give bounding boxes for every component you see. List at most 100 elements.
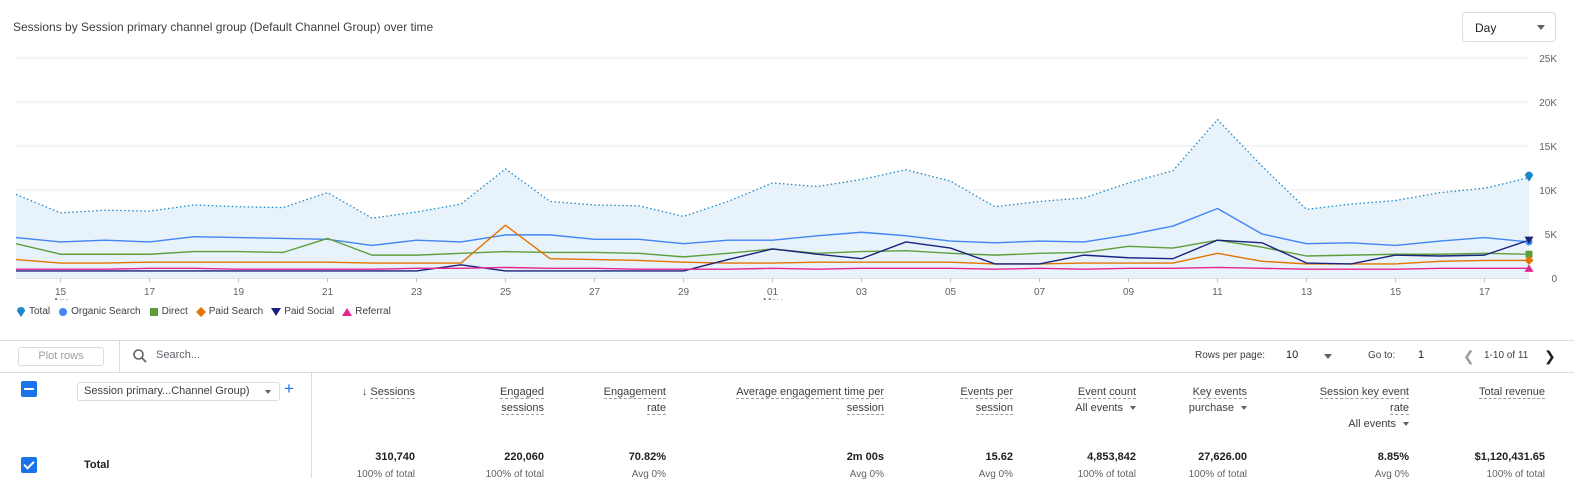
- x-tick-label: 29: [678, 287, 690, 298]
- x-tick-label: 11: [1212, 287, 1223, 298]
- column-header-label: session: [975, 402, 1013, 415]
- sessions-line-chart: 25K20K15K10K5K015Apr1719212325272901May0…: [15, 54, 1558, 300]
- dimension-select[interactable]: Session primary...Channel Group): [77, 382, 280, 401]
- column-header[interactable]: Total revenue: [1478, 384, 1545, 400]
- legend-diamond-icon: [195, 306, 206, 317]
- x-tick-label: 01: [767, 287, 779, 298]
- x-tick-label: 15: [1390, 287, 1402, 298]
- column-filter-select[interactable]: purchase: [1189, 400, 1247, 416]
- total-share: 100% of total: [356, 469, 415, 480]
- total-share: Avg 0%: [1374, 469, 1409, 480]
- x-tick-label: 27: [589, 287, 601, 298]
- y-tick-label: 0: [1551, 274, 1557, 285]
- column-header-label: Sessions: [370, 386, 415, 399]
- search-icon[interactable]: [132, 348, 148, 364]
- chart-legend: Total Organic Search Direct Paid Search Paid…: [16, 306, 391, 317]
- column-header[interactable]: Event count All events: [1075, 384, 1136, 416]
- total-value: 15.62: [985, 451, 1013, 463]
- rows-per-page-label: Rows per page:: [1195, 350, 1266, 361]
- series-end-marker: [1525, 171, 1533, 182]
- chart-title: Sessions by Session primary channel grou…: [13, 20, 434, 34]
- column-header-label: Engaged: [499, 386, 544, 399]
- legend-drop-icon: [17, 306, 25, 317]
- total-cell: 70.82% Avg 0%: [629, 451, 666, 481]
- legend-item[interactable]: Direct: [149, 306, 188, 317]
- column-header-label: session: [846, 402, 884, 415]
- y-tick-label: 5K: [1545, 230, 1558, 241]
- series-end-marker: [1525, 250, 1533, 258]
- x-tick-label: 21: [322, 287, 334, 298]
- column-header[interactable]: Key events purchase: [1189, 384, 1247, 416]
- plot-rows-button[interactable]: Plot rows: [18, 347, 104, 366]
- divider: [119, 340, 120, 372]
- chevron-down-icon: [1241, 406, 1247, 411]
- total-share: Avg 0%: [849, 469, 884, 480]
- x-tick-label: 17: [1479, 287, 1491, 298]
- column-header[interactable]: Session key event rate All events: [1319, 384, 1409, 432]
- chevron-down-icon: [1130, 406, 1136, 411]
- legend-label: Paid Search: [208, 306, 264, 317]
- total-share: 100% of total: [1077, 469, 1136, 480]
- total-cell: 220,060 100% of total: [486, 451, 544, 481]
- search-input[interactable]: Search...: [156, 349, 201, 361]
- total-cell: $1,120,431.65 100% of total: [1475, 451, 1545, 481]
- add-dimension-icon[interactable]: +: [284, 379, 294, 398]
- legend-circle-icon: [59, 307, 68, 316]
- x-tick-label: 07: [1034, 287, 1046, 298]
- series-area-total: [16, 119, 1529, 278]
- legend-item[interactable]: Organic Search: [58, 306, 141, 317]
- series-line-paid-social: [16, 239, 1530, 272]
- legend-label: Referral: [355, 306, 391, 317]
- series-end-marker: [1524, 264, 1534, 272]
- x-tick-label: 25: [500, 287, 512, 298]
- column-filter-label: purchase: [1188, 402, 1234, 414]
- legend-item[interactable]: Paid Search: [195, 306, 264, 317]
- column-filter-select[interactable]: All events: [1075, 400, 1136, 416]
- column-header-label: rate: [1390, 402, 1409, 415]
- series-end-marker: [1524, 236, 1534, 245]
- column-filter-select[interactable]: All events: [1348, 416, 1409, 432]
- column-header[interactable]: ↓ Sessions: [362, 384, 415, 400]
- column-header-label: Average engagement time per: [736, 386, 884, 399]
- column-header[interactable]: Engagement rate: [603, 384, 666, 416]
- column-header-label: Total revenue: [1478, 386, 1545, 399]
- total-share: 100% of total: [485, 469, 544, 480]
- y-tick-label: 25K: [1539, 54, 1557, 65]
- total-value: 2m 00s: [846, 451, 884, 463]
- x-tick-label: 19: [233, 287, 245, 298]
- x-tick-label: 05: [945, 287, 957, 298]
- legend-item[interactable]: Paid Social: [271, 306, 334, 317]
- sort-desc-icon[interactable]: ↓: [361, 386, 368, 398]
- dimension-select-label: Session primary...Channel Group): [84, 385, 250, 397]
- select-all-checkbox[interactable]: [21, 381, 37, 397]
- page-range: 1-10 of 11: [1484, 350, 1529, 361]
- column-header[interactable]: Average engagement time per session: [736, 384, 884, 416]
- rows-per-page-select[interactable]: 10: [1286, 349, 1299, 361]
- column-header[interactable]: Engaged sessions: [499, 384, 544, 416]
- period-select-value: Day: [1475, 21, 1497, 35]
- total-value: 27,626.00: [1198, 451, 1247, 463]
- legend-item[interactable]: Total: [16, 306, 50, 317]
- chevron-down-icon[interactable]: [1324, 354, 1332, 359]
- goto-page-input[interactable]: 1: [1418, 349, 1425, 361]
- series-line-organic-search: [15, 207, 1530, 247]
- period-select[interactable]: Day: [1462, 12, 1556, 42]
- total-value: 4,853,842: [1087, 451, 1136, 463]
- column-header[interactable]: Events per session: [960, 384, 1013, 416]
- total-value: 310,740: [375, 451, 415, 463]
- x-tick-month-label: May: [763, 297, 782, 300]
- divider: [0, 372, 1574, 373]
- series-line-paid-search: [15, 224, 1529, 265]
- chevron-right-icon[interactable]: ❯: [1544, 348, 1556, 364]
- legend-tri-down-icon: [271, 307, 282, 316]
- x-tick-label: 03: [856, 287, 868, 298]
- chevron-down-icon: [1537, 25, 1545, 30]
- divider: [0, 340, 1574, 341]
- total-cell: 8.85% Avg 0%: [1375, 451, 1409, 481]
- total-cell: 4,853,842 100% of total: [1078, 451, 1136, 481]
- legend-item[interactable]: Referral: [342, 306, 391, 317]
- chevron-left-icon[interactable]: ❮: [1463, 348, 1475, 364]
- legend-label: Organic Search: [71, 306, 141, 317]
- total-row-checkbox[interactable]: [21, 457, 37, 473]
- y-tick-label: 20K: [1539, 98, 1557, 109]
